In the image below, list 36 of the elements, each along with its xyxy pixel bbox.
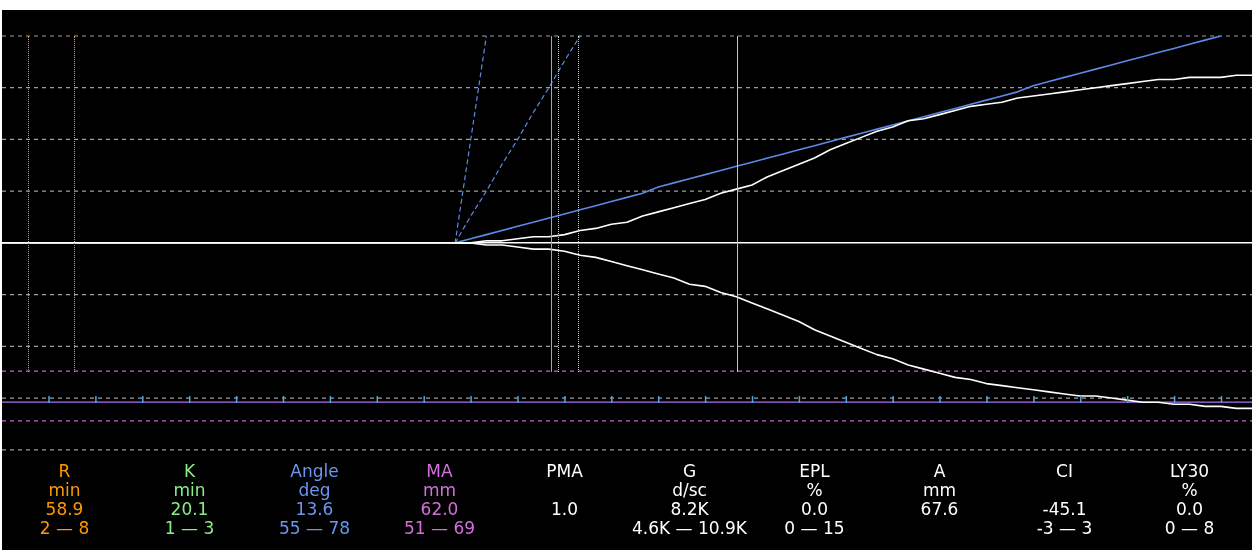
text: 58.9 xyxy=(45,499,84,519)
text: deg xyxy=(298,480,331,500)
text: 1 — 3 xyxy=(164,518,215,538)
text: 55 — 78 xyxy=(278,518,351,538)
text: 67.6 xyxy=(920,499,959,519)
text: 1.0 xyxy=(550,499,579,519)
text: mm xyxy=(422,480,457,500)
text: 0 — 15 xyxy=(784,518,845,538)
text: % xyxy=(1181,480,1198,500)
text: -45.1 xyxy=(1042,499,1087,519)
category-label: LY30 xyxy=(1168,461,1211,481)
category-label: G xyxy=(681,461,698,481)
category-label: Angle xyxy=(289,461,340,481)
text: 8.2K xyxy=(670,499,709,519)
category-label: A xyxy=(932,461,947,481)
text: 0 — 8 xyxy=(1164,518,1215,538)
text: d/sc xyxy=(672,480,707,500)
category-label: K xyxy=(182,461,197,481)
text: 0.0 xyxy=(1175,499,1204,519)
text: 62.0 xyxy=(420,499,459,519)
text: 51 — 69 xyxy=(403,518,476,538)
category-label: MA xyxy=(425,461,454,481)
text: % xyxy=(806,480,823,500)
category-label: PMA xyxy=(545,461,584,481)
text: min xyxy=(48,480,81,500)
category-label: CI xyxy=(1055,461,1074,481)
text: 20.1 xyxy=(170,499,209,519)
text: min xyxy=(173,480,206,500)
text: -3 — 3 xyxy=(1036,518,1093,538)
text: 2 — 8 xyxy=(39,518,90,538)
text: 13.6 xyxy=(295,499,334,519)
category-label: R xyxy=(57,461,72,481)
text: mm xyxy=(922,480,957,500)
text: 0.0 xyxy=(800,499,829,519)
category-label: EPL xyxy=(798,461,831,481)
text: 4.6K — 10.9K xyxy=(632,518,747,538)
